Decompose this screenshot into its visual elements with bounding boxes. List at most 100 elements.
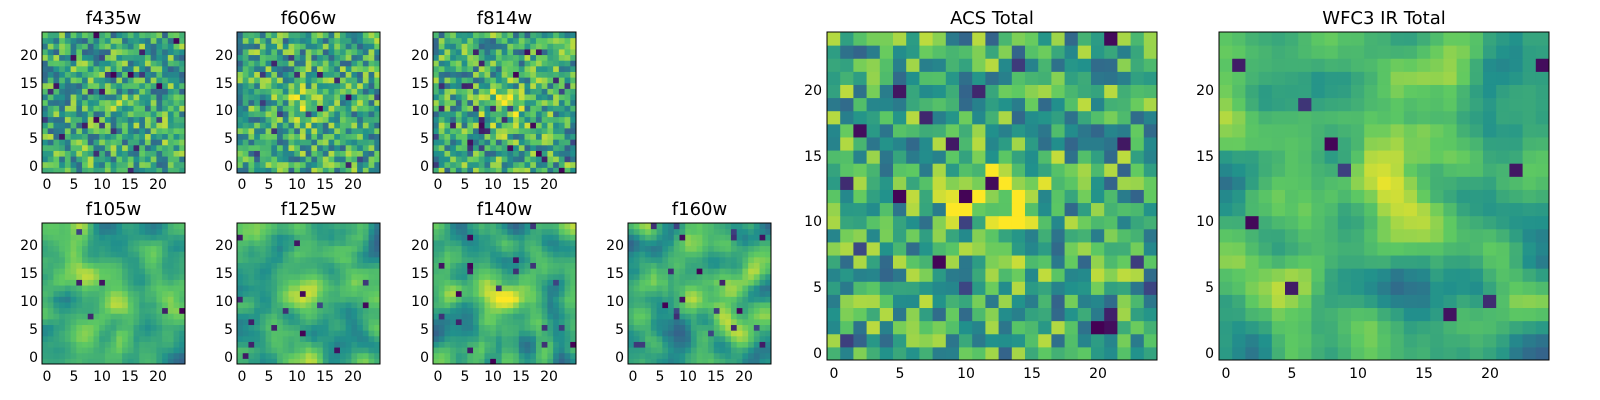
heatmap-cell (282, 223, 289, 230)
heatmap-cell (495, 239, 503, 247)
heatmap-cell (530, 48, 537, 56)
heatmap-cell (535, 99, 543, 106)
heatmap-cell (1077, 150, 1092, 164)
heatmap-cell (362, 156, 370, 163)
heatmap-cell (179, 301, 186, 309)
heatmap-cell (156, 65, 163, 72)
heatmap-cell (998, 202, 1013, 217)
heatmap-cell (173, 341, 180, 348)
heatmap-cell (645, 223, 652, 230)
heatmap-cell (547, 296, 554, 303)
heatmap-cell (282, 133, 289, 140)
heatmap-cell (564, 228, 571, 235)
heatmap-cell (932, 176, 947, 190)
heatmap-cell (242, 116, 249, 123)
heatmap-cell (1130, 320, 1145, 335)
heatmap-cell (76, 251, 83, 258)
heatmap-cell (484, 54, 491, 61)
heatmap-cell (455, 262, 463, 269)
heatmap-cell (156, 48, 163, 56)
heatmap-cell (1117, 176, 1132, 190)
heatmap-cell (444, 251, 451, 258)
heatmap-cell (719, 290, 726, 297)
heatmap-cell (288, 127, 295, 135)
heatmap-cell (673, 285, 680, 292)
heatmap-cell (478, 133, 485, 140)
heatmap-cell (662, 358, 669, 365)
heatmap-cell (110, 330, 117, 337)
heatmap-cell (139, 167, 146, 174)
heatmap-cell (122, 133, 129, 140)
heatmap-cell (662, 330, 669, 337)
heatmap-cell (139, 256, 146, 263)
heatmap-cell (985, 333, 1000, 348)
heatmap-cell (467, 251, 474, 258)
heatmap-cell (317, 127, 324, 135)
heatmap-cell (1104, 176, 1118, 190)
heatmap-cell (305, 156, 312, 163)
heatmap-cell (334, 94, 341, 101)
heatmap-cell (450, 324, 457, 331)
heatmap-cell (748, 318, 755, 326)
heatmap-cell (668, 256, 675, 263)
heatmap-cell (433, 347, 440, 354)
heatmap-cell (305, 256, 312, 263)
heatmap-cells (628, 223, 772, 365)
heatmap-cell (254, 307, 261, 314)
heatmap-cell (242, 307, 249, 314)
heatmap-cell (99, 313, 106, 320)
heatmap-cell (334, 313, 341, 320)
heatmap-cell (345, 32, 352, 39)
heatmap-cell (879, 320, 894, 335)
heatmap-cell (162, 324, 169, 331)
heatmap-cell (495, 150, 503, 157)
heatmap-cell (558, 65, 566, 72)
heatmap-cell (547, 330, 554, 337)
heatmap-cell (265, 65, 272, 72)
heatmap-cell (156, 234, 163, 241)
heatmap-cell (47, 99, 54, 106)
heatmap-cell (104, 268, 112, 275)
heatmap-cell (450, 156, 457, 163)
heatmap-cell (104, 262, 112, 269)
heatmap-cell (162, 256, 169, 263)
heatmap-cell (277, 324, 284, 331)
heatmap-cell (162, 88, 169, 95)
heatmap-cell (317, 144, 324, 151)
heatmap-cell (294, 330, 301, 337)
heatmap-cell (282, 105, 289, 112)
heatmap-cell (541, 268, 548, 275)
heatmap-cell (76, 223, 83, 230)
heatmap-cell (438, 279, 445, 286)
heatmap-cell (473, 43, 480, 50)
heatmap-cell (127, 32, 135, 39)
heatmap-cell (1117, 281, 1132, 295)
heatmap-cell (490, 239, 497, 247)
heatmap-cell (730, 296, 738, 303)
panel-f814w: f814w 0 5 10 15 20 0 5 10 15 20 (411, 8, 577, 193)
heatmap-cell (76, 60, 83, 67)
heatmap-cell (650, 341, 658, 348)
heatmap-cell (116, 37, 123, 44)
heatmap-cell (765, 335, 772, 342)
heatmap-cell (730, 290, 738, 297)
heatmap-cell (254, 352, 261, 359)
heatmap-cell (144, 110, 152, 118)
heatmap-cell (685, 285, 692, 292)
heatmap-cell (972, 281, 986, 295)
heatmap-cell (685, 279, 692, 286)
heatmap-cell (345, 330, 352, 337)
heatmap-cell (759, 324, 766, 331)
heatmap-cell (1117, 110, 1132, 125)
heatmap-cell (564, 335, 571, 342)
heatmap-cell (524, 127, 531, 135)
heatmap-cell (122, 156, 129, 163)
heatmap-cell (507, 358, 514, 365)
heatmap-cell (104, 279, 112, 286)
heatmap-cell (104, 358, 112, 365)
heatmap-cell (1051, 241, 1066, 256)
heatmap-cell (93, 358, 100, 365)
heatmap-cell (827, 307, 841, 322)
heatmap-cell (59, 251, 66, 258)
heatmap-cell (685, 223, 692, 230)
